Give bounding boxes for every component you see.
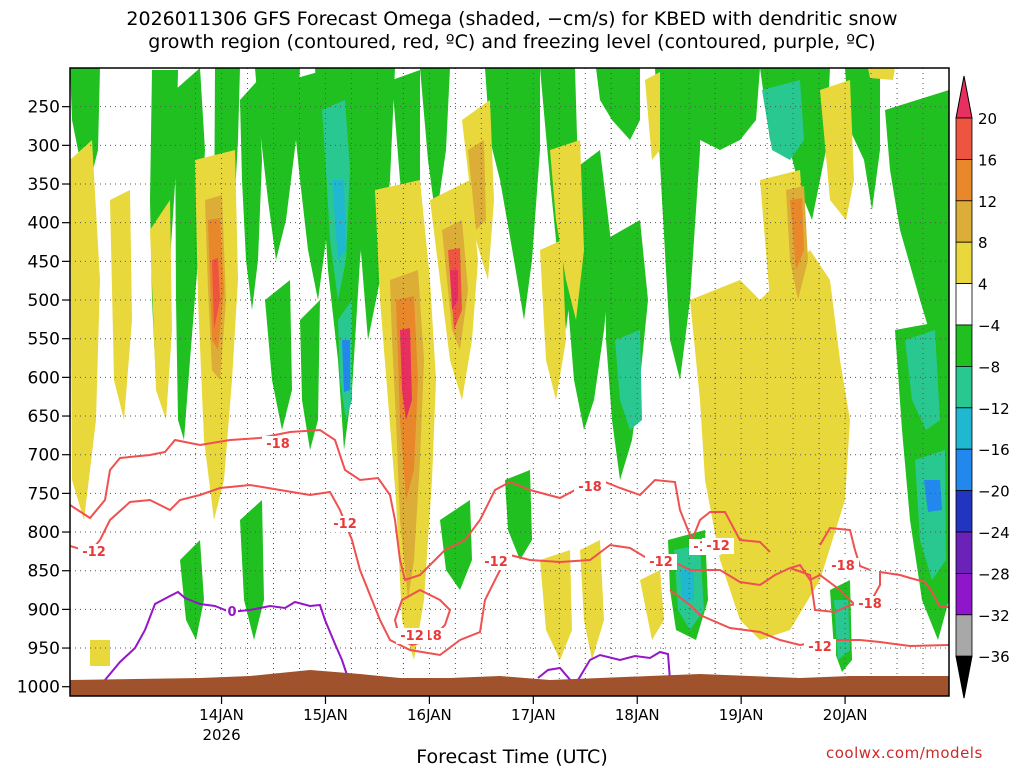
colorbar-swatch [955, 200, 973, 243]
y-tick-label: 700 [28, 446, 60, 466]
y-tick-label: 650 [28, 407, 60, 427]
contour-label-bg [480, 554, 512, 570]
colorbar-swatch [955, 448, 973, 492]
colorbar-swatch [955, 490, 973, 533]
contour-label: -12 [484, 555, 508, 570]
colorbar-swatch [955, 241, 973, 284]
colorbar-label: −24 [978, 524, 1010, 542]
x-tick-label: 16JAN [407, 706, 452, 724]
y-tick-label: 550 [28, 330, 60, 350]
x-tick-year: 2026 [202, 726, 240, 744]
contour-label-bg [574, 479, 606, 495]
colorbar-label: −20 [978, 483, 1010, 501]
colorbar-swatch [955, 407, 973, 450]
y-tick-label: 800 [28, 523, 60, 543]
contour-label-bg [854, 596, 886, 612]
y-tick-label: 300 [28, 136, 60, 156]
contour-labels: -18-12-12-18-12-18-12-18-12-18-18-12-120 [78, 436, 886, 655]
y-tick-label: 400 [28, 214, 60, 234]
x-tick-label: 17JAN [511, 706, 556, 724]
colorbar-label: −4 [978, 317, 1000, 335]
contour-label: -12 [649, 555, 673, 570]
x-axis-label: Forecast Time (UTC) [416, 746, 608, 768]
contour-label: -12 [400, 629, 424, 644]
colorbar-label: −8 [978, 358, 1000, 376]
colorbar-swatch [955, 158, 973, 202]
contour-label-bg [329, 516, 361, 532]
colorbar-bottom-arrow [955, 655, 973, 699]
contour-label-bg [702, 538, 734, 554]
contour-label: -12 [82, 545, 106, 560]
contour-label: -18 [578, 480, 602, 495]
colorbar-label: 12 [978, 193, 997, 211]
colorbar-label: 16 [978, 151, 997, 169]
contour-label-bg [396, 628, 428, 644]
colorbar-label: −36 [978, 648, 1010, 666]
y-tick-label: 450 [28, 252, 60, 272]
contour-label-bg [645, 554, 677, 570]
x-tick-label: 18JAN [615, 706, 660, 724]
colorbar-swatch [955, 531, 973, 574]
y-tick-label: 250 [28, 98, 60, 118]
omega-field [70, 68, 949, 696]
colorbar-label: 20 [978, 110, 997, 128]
contour-label: -12 [808, 640, 832, 655]
omega-positive-shading [70, 68, 895, 666]
y-tick-label: 350 [28, 175, 60, 195]
contour-label: 0 [227, 605, 236, 620]
omega-strong-negative-shading [322, 80, 946, 660]
y-tick-label: 500 [28, 291, 60, 311]
colorbar-label: −16 [978, 441, 1010, 459]
x-tick-label: 19JAN [719, 706, 764, 724]
colorbar-top-arrow [955, 75, 973, 119]
y-tick-label: 750 [28, 484, 60, 504]
contour-label-bg [804, 639, 836, 655]
x-axis: 14JAN 2026 15JAN 16JAN 17JAN 18JAN 19JAN 20JAN [199, 696, 867, 744]
colorbar-swatch [955, 283, 973, 326]
colorbar-label: 4 [978, 276, 988, 294]
colorbar-label: −12 [978, 400, 1010, 418]
ground-terrain [70, 670, 949, 696]
colorbar-label: −28 [978, 565, 1010, 583]
y-tick-label: 900 [28, 600, 60, 620]
colorbar-label: −32 [978, 607, 1010, 625]
x-tick-label: 14JAN [199, 706, 244, 724]
y-tick-label: 1000 [17, 678, 60, 698]
contour-label: -18 [831, 559, 855, 574]
x-tick-label: 20JAN [823, 706, 868, 724]
y-tick-label: 600 [28, 368, 60, 388]
y-tick-label: 950 [28, 639, 60, 659]
colorbar-label: 8 [978, 234, 988, 252]
y-tick-label: 850 [28, 562, 60, 582]
x-tick-label: 15JAN [303, 706, 348, 724]
source-credit: coolwx.com/models [826, 744, 983, 762]
colorbar-swatch [955, 573, 973, 616]
contour-label-bg [226, 604, 238, 620]
colorbar-swatch [955, 365, 973, 409]
colorbar: 20 16 12 8 4 −4 −8 −12 −16 −20 −24 −28 −32 −36 [955, 75, 1010, 699]
contour-label: -18 [858, 597, 882, 612]
colorbar-swatch [955, 117, 973, 160]
plot-frame [69, 67, 950, 697]
y-axis: 250 300 350 400 450 500 550 600 650 700 750 800 850 9… [17, 98, 70, 698]
colorbar-swatch [955, 324, 973, 367]
contour-label-bg [827, 558, 859, 574]
contour-label: -12 [333, 517, 357, 532]
contour-label-bg [78, 544, 110, 560]
contour-label: -18 [266, 437, 290, 452]
contour-label-bg [262, 436, 294, 452]
contour-label: -12 [706, 539, 730, 554]
colorbar-swatch [955, 614, 973, 657]
chart-title: 2026011306 GFS Forecast Omega (shaded, −… [126, 8, 898, 53]
